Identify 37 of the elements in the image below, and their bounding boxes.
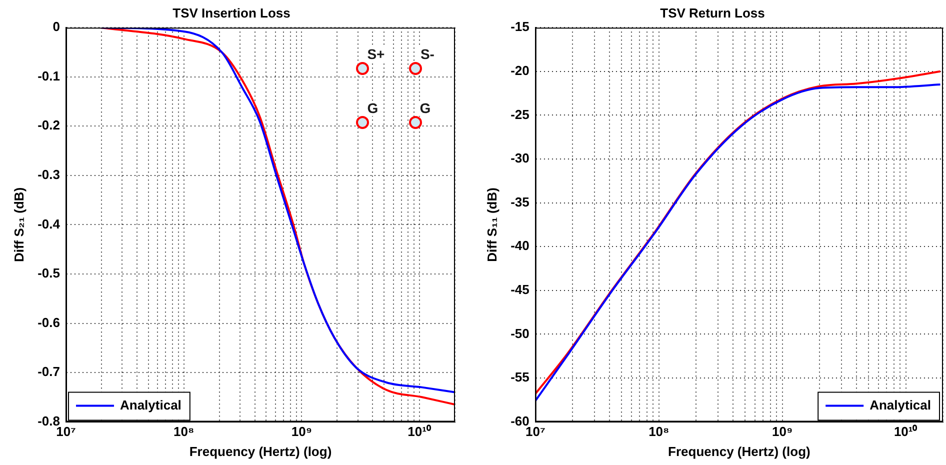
y-tick-label: -30: [510, 150, 530, 166]
chart-title: TSV Insertion Loss: [172, 5, 290, 20]
y-axis-title: Diff S₁₁ (dB): [484, 188, 500, 262]
y-tick-label: -0.5: [38, 266, 60, 281]
y-tick-label: -0.6: [38, 314, 60, 330]
x-tick-label: 10⁹: [772, 424, 793, 440]
y-tick-label: 0: [52, 19, 60, 34]
x-axis-title: Frequency (Hertz) (log): [189, 444, 332, 459]
legend-label: Analytical: [120, 397, 182, 412]
x-axis-title: Frequency (Hertz) (log): [668, 444, 810, 459]
y-tick-label: -55: [510, 370, 530, 385]
y-tick-label: -15: [510, 19, 530, 34]
y-tick-label: -35: [510, 194, 530, 210]
annotation: G: [366, 100, 380, 116]
annotation: G: [418, 100, 432, 116]
y-tick-label: -0.7: [38, 364, 60, 380]
annotation: S+: [366, 46, 386, 62]
x-tick-label: 10¹⁰: [894, 424, 918, 440]
annotation: S-: [419, 46, 436, 62]
y-tick-label: -20: [510, 62, 530, 78]
y-tick-label: -0.3: [38, 167, 60, 182]
y-tick-label: -25: [510, 106, 530, 122]
y-tick-label: -0.4: [38, 216, 61, 232]
y-tick-label: -50: [510, 326, 530, 341]
y-tick-label: -0.2: [38, 118, 60, 133]
x-tick-label: 10¹⁰: [408, 424, 432, 440]
x-tick-label: 10⁹: [291, 424, 312, 440]
y-tick-label: -40: [510, 238, 530, 254]
y-axis-title: Diff S₂₁ (dB): [11, 187, 26, 262]
y-tick-label: -0.1: [38, 68, 60, 84]
y-tick-label: -45: [510, 282, 530, 297]
y-tick-label: -60: [510, 413, 530, 428]
x-tick-label: 10⁸: [174, 424, 194, 440]
y-tick-label: -0.8: [38, 413, 60, 428]
chart-title: TSV Return Loss: [660, 5, 765, 20]
x-tick-label: 10⁸: [648, 424, 670, 440]
legend-label: Analytical: [870, 397, 932, 412]
